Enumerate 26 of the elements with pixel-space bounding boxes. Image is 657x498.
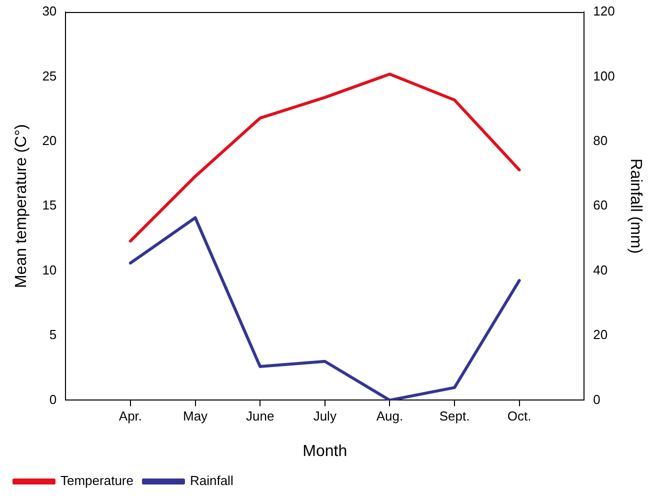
y2-axis-title: Rainfall (mm) [626, 158, 644, 254]
y-tick-label: 10 [42, 262, 57, 278]
x-tick-label: July [313, 408, 337, 424]
x-axis-title: Month [302, 442, 348, 460]
y-tick-label: 5 [49, 327, 57, 342]
y2-tick-label: 100 [593, 68, 615, 84]
y2-tick-label: 60 [593, 198, 608, 213]
y-tick-label: 20 [42, 132, 57, 148]
y-tick-label: 25 [42, 68, 57, 84]
legend-label: Rainfall [190, 473, 234, 488]
y-tick-label: 15 [42, 198, 57, 213]
y2-tick-label: 20 [593, 327, 608, 342]
x-tick-label: Oct. [507, 408, 532, 424]
x-tick-label: Aug. [376, 408, 404, 424]
y-axis-title: Mean temperature (C°) [13, 124, 30, 288]
x-tick-label: Apr. [118, 408, 142, 424]
y2-tick-label: 0 [593, 392, 600, 407]
legend-label: Temperature [60, 473, 134, 488]
y2-tick-label: 80 [593, 132, 608, 148]
x-tick-label: Sept. [439, 408, 470, 424]
y2-tick-label: 120 [593, 4, 615, 19]
x-tick-label: June [246, 408, 274, 424]
y-tick-label: 30 [42, 4, 57, 19]
x-tick-label: May [182, 408, 208, 424]
y-tick-label: 0 [49, 392, 57, 407]
y2-tick-label: 40 [593, 262, 608, 278]
